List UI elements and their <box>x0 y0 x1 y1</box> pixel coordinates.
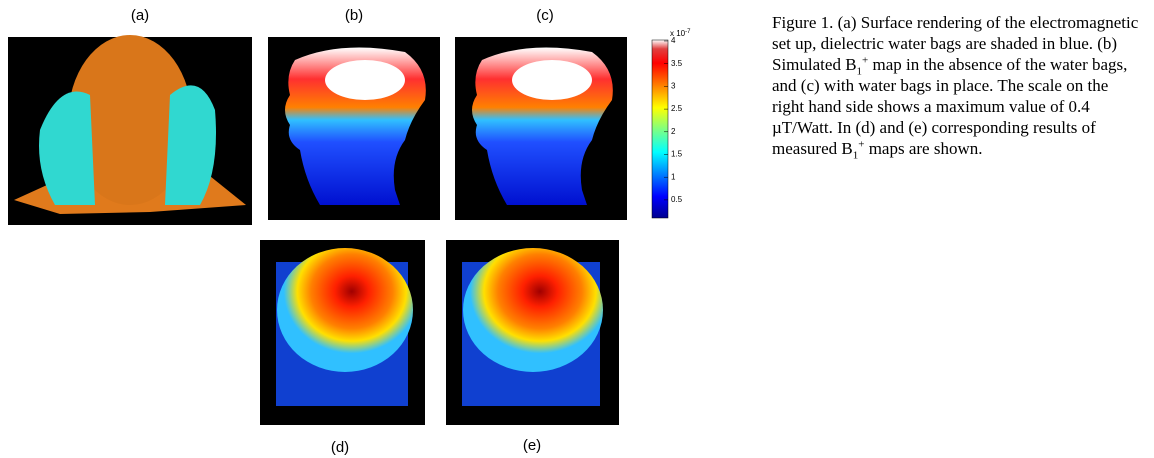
multiplier: x 10 <box>670 29 686 38</box>
subscript: 1 <box>856 65 863 78</box>
panel-label: (c) <box>536 7 554 24</box>
superscript: + <box>858 138 865 151</box>
colorbar-tick-label: 0.5 <box>671 195 683 204</box>
colorbar-tick-label: 3 <box>671 82 676 91</box>
colorbar-tick-label: 4 <box>671 36 676 45</box>
caption-text: map in the absence of the water bags, an… <box>772 55 1128 158</box>
subscript: 1 <box>852 149 859 162</box>
caption-text: Figure 1. (a) Surface rendering of the e… <box>772 13 1139 74</box>
panel-label: (e) <box>523 437 541 454</box>
panel-label: (b) <box>345 7 363 24</box>
superscript: + <box>862 54 869 67</box>
colorbar-tick-label: 3.5 <box>671 59 683 68</box>
colorbar-tick-label: 1 <box>671 172 676 181</box>
panel-label: (a) <box>131 7 149 24</box>
colorbar-multiplier: x 10-7 <box>670 29 691 39</box>
panel-d <box>260 240 425 425</box>
colorbar: x 10-7 4 3.5 3 2.5 2 1.5 1 0.5 <box>651 29 691 219</box>
panel-a <box>8 35 252 225</box>
colorbar-tick-label: 2 <box>671 127 676 136</box>
exponent: -7 <box>685 29 691 35</box>
figure: x 10-7 43.532.521.510.5 (a) (b) (c) (d) … <box>8 7 691 456</box>
panel-b <box>268 37 440 220</box>
colorbar-ticks: 4 3.5 3 2.5 2 1.5 1 0.5 <box>664 36 683 204</box>
colorbar-tick-label: 2.5 <box>671 104 683 113</box>
panel-label: (d) <box>331 439 349 456</box>
panel-c <box>455 37 627 220</box>
colorbar-tick-label: 1.5 <box>671 150 683 159</box>
caption: Figure 1. (a) Surface rendering of the e… <box>772 12 1144 162</box>
caption-text: maps are shown. <box>864 139 983 158</box>
panel-e <box>446 240 619 425</box>
